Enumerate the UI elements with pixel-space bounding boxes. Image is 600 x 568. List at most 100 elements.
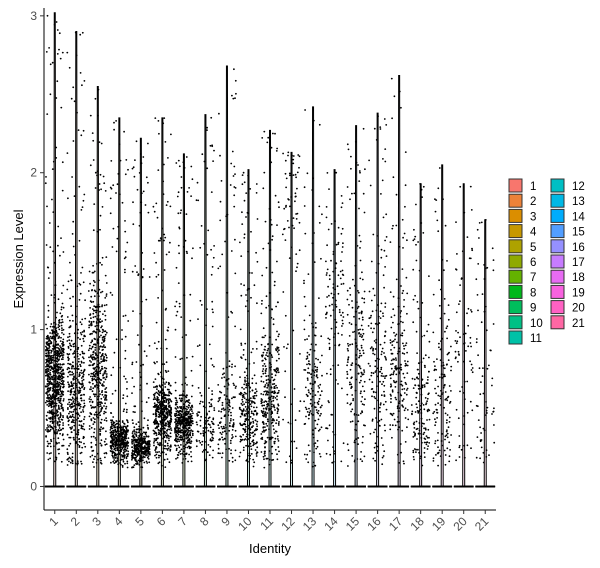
data-point — [187, 424, 190, 427]
data-point — [298, 249, 301, 252]
data-point — [45, 374, 47, 377]
data-point — [138, 434, 141, 437]
data-point — [92, 284, 95, 287]
data-point — [113, 351, 116, 354]
data-point — [234, 97, 236, 100]
data-point — [127, 444, 129, 447]
data-point — [385, 408, 388, 411]
data-point — [91, 289, 93, 291]
violin-20 — [453, 183, 474, 487]
data-point — [169, 445, 172, 448]
data-point — [52, 344, 55, 347]
data-point — [147, 419, 149, 422]
data-point — [167, 399, 170, 402]
data-point — [211, 364, 214, 366]
data-point — [305, 458, 308, 460]
data-point — [276, 386, 278, 389]
data-point — [156, 388, 158, 390]
data-point — [66, 464, 69, 466]
data-point — [277, 408, 279, 410]
data-point — [252, 439, 254, 442]
data-point — [325, 206, 328, 208]
data-point — [248, 272, 251, 274]
data-point — [121, 443, 124, 446]
data-point — [169, 413, 171, 416]
data-point — [62, 306, 65, 309]
data-point — [112, 432, 115, 434]
data-point — [355, 423, 357, 426]
data-point — [84, 317, 87, 320]
data-point — [350, 155, 352, 158]
data-point — [154, 413, 157, 416]
data-point — [88, 321, 91, 323]
data-point — [99, 345, 102, 348]
data-point — [47, 384, 50, 387]
data-point — [296, 212, 299, 215]
data-point — [226, 213, 229, 216]
data-point — [70, 431, 73, 433]
data-point — [178, 410, 181, 413]
data-point — [57, 298, 60, 301]
data-point — [276, 301, 279, 304]
data-point — [57, 326, 60, 329]
data-point — [92, 308, 94, 310]
data-point — [121, 436, 124, 439]
data-point — [223, 394, 226, 396]
data-point — [186, 384, 188, 386]
data-point — [55, 340, 57, 343]
data-point — [293, 227, 295, 230]
data-point — [83, 387, 86, 389]
data-point — [247, 427, 250, 430]
data-point — [180, 416, 183, 419]
data-point — [183, 403, 185, 406]
data-point — [313, 334, 316, 337]
data-point — [277, 346, 280, 349]
data-point — [318, 387, 321, 389]
data-point — [199, 400, 202, 403]
data-point — [126, 395, 129, 398]
data-point — [111, 427, 114, 430]
data-point — [104, 369, 107, 372]
data-point — [114, 434, 117, 437]
data-point — [293, 440, 296, 443]
data-point — [341, 227, 344, 230]
data-point — [96, 317, 98, 320]
data-point — [166, 408, 169, 410]
data-point — [250, 448, 253, 450]
data-point — [315, 357, 317, 360]
data-point — [245, 383, 248, 385]
data-point — [277, 438, 279, 440]
data-point — [361, 403, 364, 405]
data-point — [298, 155, 301, 158]
data-point — [211, 433, 214, 436]
data-point — [71, 367, 73, 370]
data-point — [264, 426, 266, 428]
data-point — [147, 211, 150, 214]
data-point — [229, 442, 232, 444]
data-point — [133, 452, 135, 455]
data-point — [307, 273, 310, 275]
data-point — [178, 252, 181, 255]
data-point — [277, 446, 280, 448]
data-point — [94, 372, 97, 375]
data-point — [56, 360, 59, 363]
data-point — [57, 363, 60, 365]
data-point — [242, 349, 245, 351]
data-point — [74, 393, 77, 395]
data-point — [261, 274, 264, 277]
data-point — [255, 340, 258, 343]
data-point — [186, 408, 188, 411]
data-point — [78, 185, 81, 188]
data-point — [315, 409, 318, 411]
data-point — [72, 436, 75, 439]
data-point — [347, 349, 349, 352]
data-point — [55, 97, 58, 99]
data-point — [248, 398, 251, 401]
data-point — [334, 303, 337, 306]
data-point — [382, 315, 385, 317]
data-point — [354, 338, 357, 341]
data-point — [146, 456, 149, 459]
data-point — [219, 422, 221, 424]
data-point — [58, 427, 61, 429]
data-point — [184, 413, 186, 416]
